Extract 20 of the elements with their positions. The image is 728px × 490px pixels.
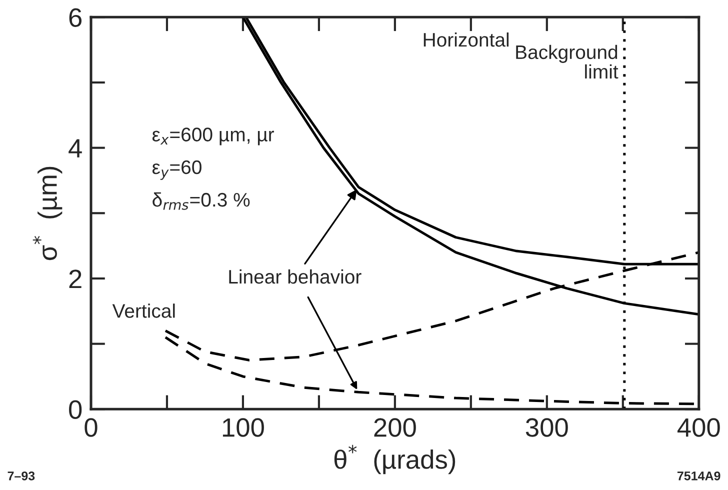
y-tick-label: 2 (69, 270, 82, 288)
x-tick-label: 0 (84, 418, 98, 437)
annotation: Vertical (112, 304, 175, 318)
ref-line-label: Background limit (516, 44, 618, 79)
text: 7514A9 (677, 471, 720, 480)
x-tick-label: 300 (526, 418, 568, 437)
annotation: Linear behavior (229, 269, 362, 284)
x-tick-label: 200 (374, 418, 416, 437)
x-axis-title: θ$^{*}$ (µrads) (334, 444, 456, 474)
annotation: ε$_{y}$=60 (152, 160, 202, 180)
x-tick-label: 400 (677, 418, 720, 437)
y-axis-title: σ$^{*}$ (µm) (32, 166, 62, 260)
y-tick-label: 4 (68, 139, 82, 158)
x-tick-label: 100 (222, 418, 264, 437)
annotation: ε$_{x}$=600 µm, µr (152, 128, 274, 146)
annotation: δ$_{rms}$=0.3 % (152, 192, 250, 210)
y-tick-label: 0 (69, 400, 82, 419)
y-tick-label: 6 (69, 8, 82, 27)
annotation: Horizontal (424, 32, 509, 47)
text: 7–93 (8, 471, 35, 480)
